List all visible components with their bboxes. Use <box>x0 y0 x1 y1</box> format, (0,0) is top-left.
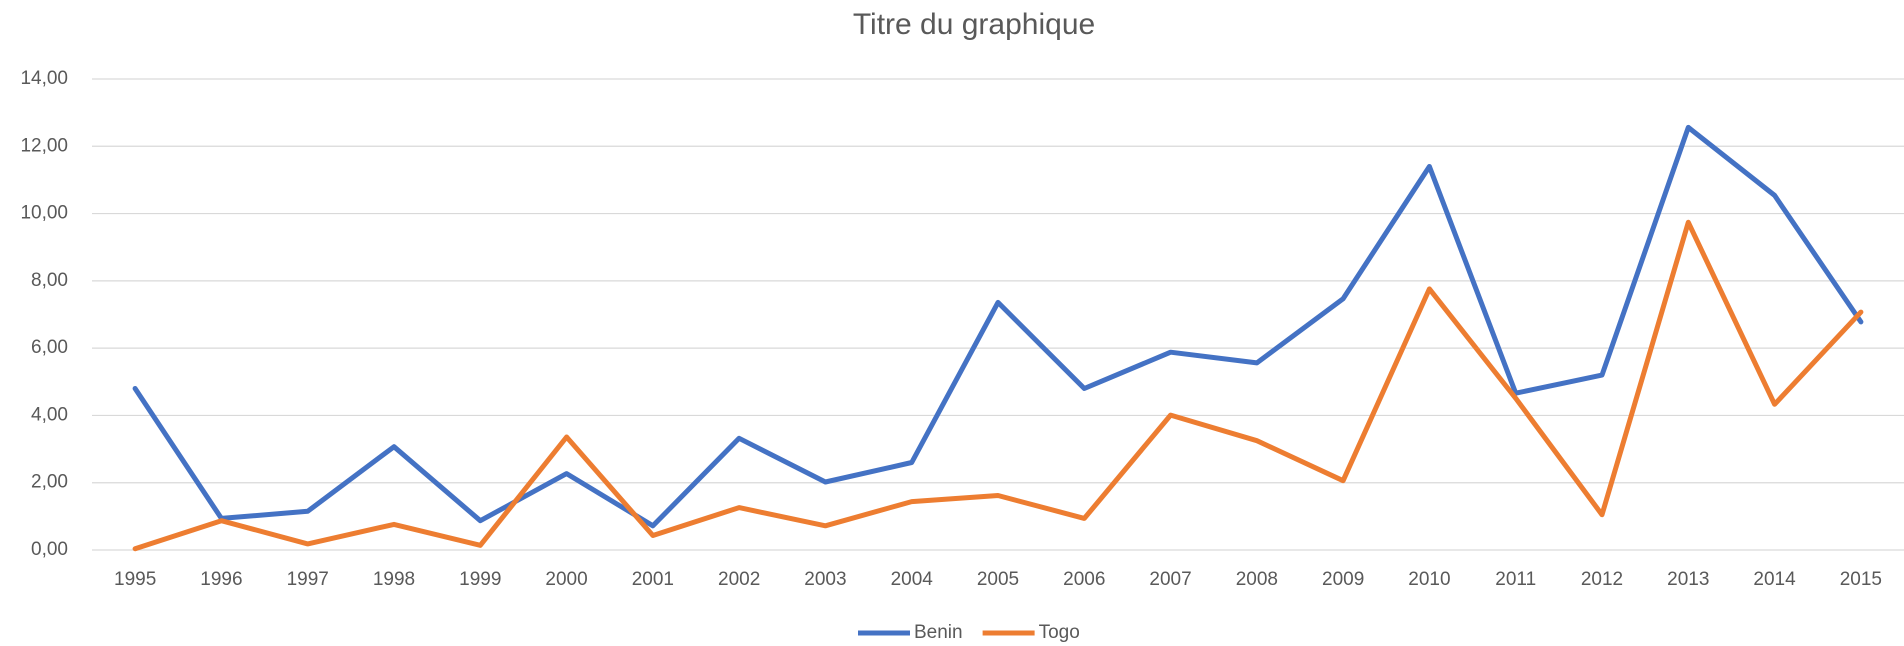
x-tick-label: 2012 <box>1581 569 1623 590</box>
x-tick-label: 2011 <box>1495 569 1536 590</box>
series-line <box>132 219 1864 552</box>
x-tick-label: 2005 <box>977 569 1019 590</box>
y-tick-label: 8,00 <box>31 270 68 291</box>
x-tick-label: 2002 <box>718 569 760 590</box>
series-line <box>132 124 1864 529</box>
legend-label: Benin <box>914 622 963 643</box>
x-tick-label: 2010 <box>1408 569 1450 590</box>
y-tick-label: 6,00 <box>31 337 68 358</box>
x-tick-label: 2015 <box>1840 569 1882 590</box>
x-tick-label: 2009 <box>1322 569 1364 590</box>
y-tick-label: 4,00 <box>31 404 68 425</box>
x-tick-label: 2008 <box>1236 569 1278 590</box>
x-tick-label: 2006 <box>1063 569 1105 590</box>
x-tick-label: 1995 <box>114 569 156 590</box>
y-tick-label: 12,00 <box>20 135 68 156</box>
y-tick-label: 10,00 <box>20 203 68 224</box>
y-tick-label: 14,00 <box>20 68 68 89</box>
chart-title: Titre du graphique <box>853 8 1095 41</box>
y-tick-label: 0,00 <box>31 539 68 560</box>
x-tick-label: 2004 <box>891 569 934 590</box>
x-tick-label: 2003 <box>804 569 846 590</box>
x-tick-label: 2014 <box>1753 569 1796 590</box>
x-tick-label: 1997 <box>287 569 329 590</box>
x-tick-label: 2013 <box>1667 569 1709 590</box>
y-tick-label: 2,00 <box>31 472 68 493</box>
x-tick-label: 2001 <box>632 569 674 590</box>
x-tick-label: 2007 <box>1149 569 1191 590</box>
x-tick-label: 1998 <box>373 569 415 590</box>
legend-label: Togo <box>1039 622 1080 643</box>
x-tick-label: 2000 <box>545 569 587 590</box>
x-tick-label: 1999 <box>459 569 501 590</box>
x-tick-label: 1996 <box>200 569 242 590</box>
